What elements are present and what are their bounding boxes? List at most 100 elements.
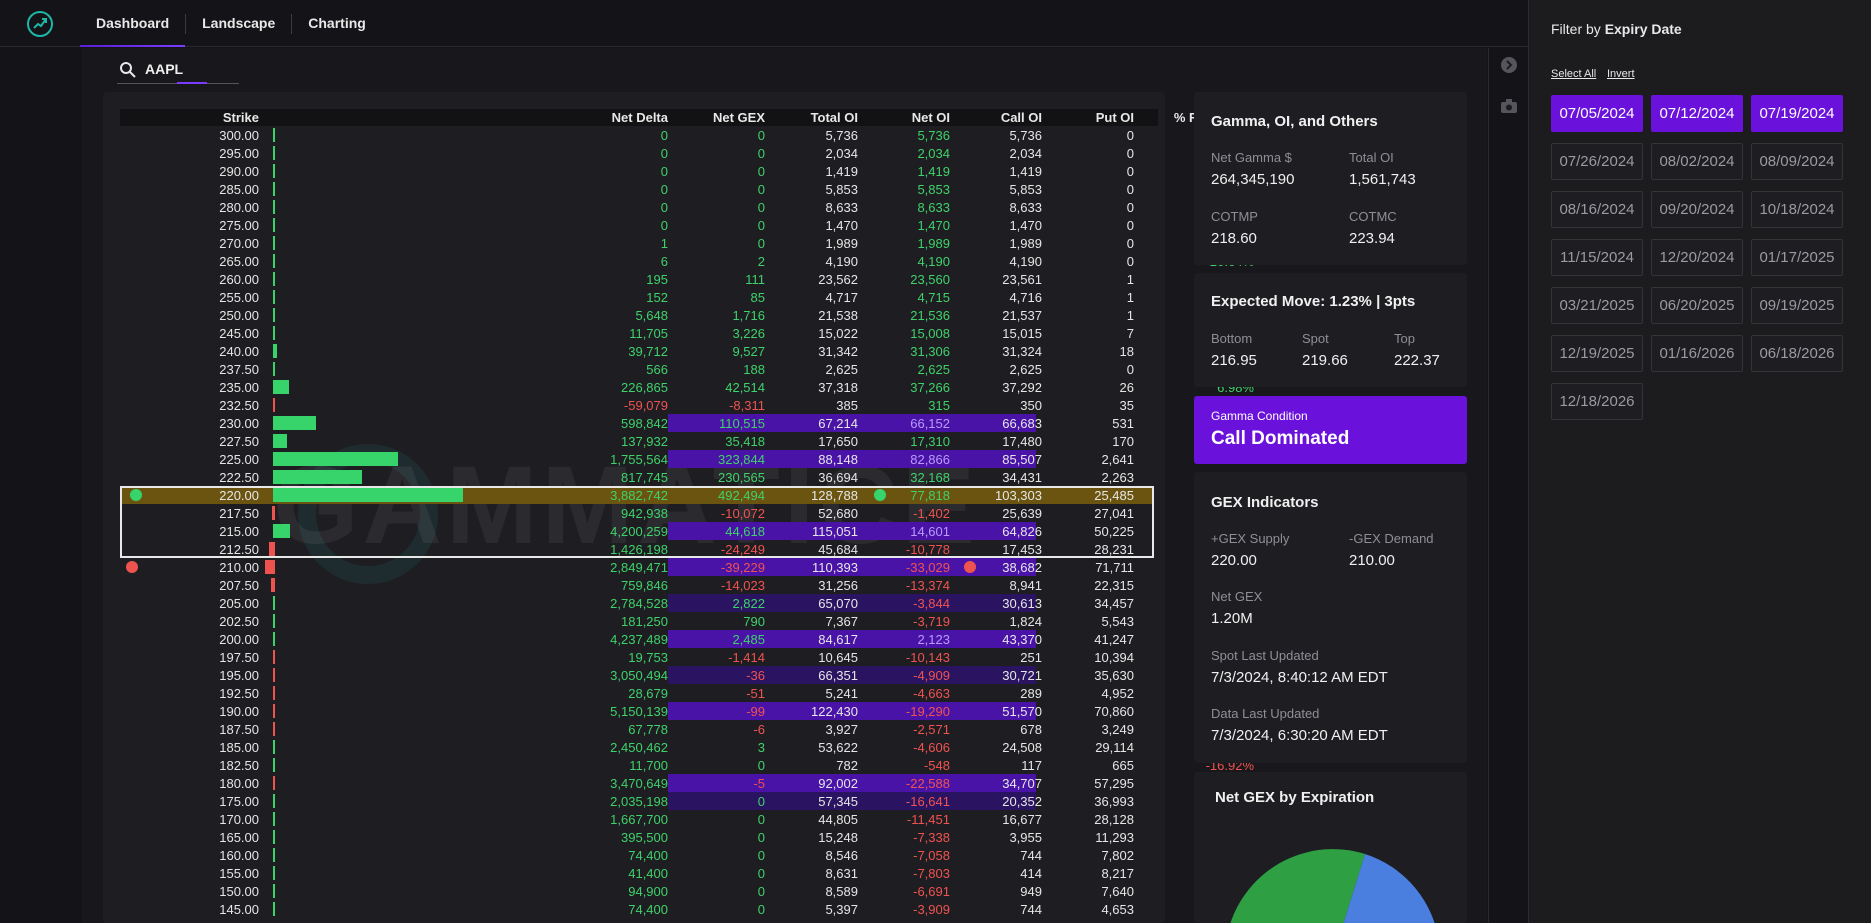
table-row[interactable]: 220.00 3,882,742 492,494 128,788 77,818 103,3… bbox=[120, 486, 1254, 504]
table-row[interactable]: 225.00 1,755,564 323,844 88,148 82,866 85,507… bbox=[120, 450, 1254, 468]
net-oi-cell: -11,451 bbox=[906, 812, 950, 827]
expiry-date-button[interactable]: 09/19/2025 bbox=[1751, 287, 1843, 324]
tab-dashboard[interactable]: Dashboard bbox=[80, 0, 186, 47]
expiry-date-button[interactable]: 08/02/2024 bbox=[1651, 143, 1743, 180]
net-delta-cell: 74,400 bbox=[628, 848, 668, 863]
expiry-date-button[interactable]: 10/18/2024 bbox=[1751, 191, 1843, 228]
invert-link[interactable]: Invert bbox=[1607, 68, 1635, 80]
select-all-link[interactable]: Select All bbox=[1551, 68, 1597, 80]
strike-cell: 232.50 bbox=[219, 398, 259, 413]
expiry-date-button[interactable]: 12/20/2024 bbox=[1651, 239, 1743, 276]
expiry-date-button[interactable]: 11/15/2024 bbox=[1551, 239, 1643, 276]
expiry-date-button[interactable]: 07/26/2024 bbox=[1551, 143, 1643, 180]
strike-cell: 202.50 bbox=[219, 614, 259, 629]
expiry-date-button[interactable]: 08/09/2024 bbox=[1751, 143, 1843, 180]
expiry-date-button[interactable]: 07/05/2024 bbox=[1551, 95, 1643, 132]
table-row[interactable]: 235.00 226,865 42,514 37,318 37,266 37,292 26 6… bbox=[120, 378, 1254, 396]
logo-icon[interactable] bbox=[27, 11, 53, 37]
strike-cell: 195.00 bbox=[219, 668, 259, 683]
table-row[interactable]: 207.50 759,846 -14,023 31,256 -13,374 8,941 22… bbox=[120, 576, 1254, 594]
expiry-date-button[interactable]: 07/12/2024 bbox=[1651, 95, 1743, 132]
net-gamma-label: Net Gamma $ bbox=[1211, 150, 1292, 165]
ticker-search-input[interactable] bbox=[145, 59, 235, 79]
net-gex-cell: 2,485 bbox=[732, 632, 765, 647]
col-header-strike[interactable]: Strike bbox=[222, 110, 259, 125]
net-oi-cell: -1,402 bbox=[913, 506, 950, 521]
table-row[interactable]: 180.00 3,470,649 -5 92,002 -22,588 34,707 57,2… bbox=[120, 774, 1254, 792]
table-row[interactable]: 240.0039,7129,52731,34231,30631,324189.2… bbox=[120, 342, 1254, 360]
table-row[interactable]: 250.005,6481,71621,53821,53621,537113.81… bbox=[120, 306, 1254, 324]
expiry-date-button[interactable]: 07/19/2024 bbox=[1751, 95, 1843, 132]
put-oi-cell: 57,295 bbox=[1094, 776, 1134, 791]
put-oi-cell: 70,860 bbox=[1094, 704, 1134, 719]
table-row[interactable]: 165.00395,500015,248-7,3383,95511,293-24… bbox=[120, 828, 1254, 846]
table-row[interactable]: 205.00 2,784,528 2,822 65,070 -3,844 30,613 34… bbox=[120, 594, 1254, 612]
table-row[interactable]: 192.5028,679-515,241-4,6632894,952-12.36… bbox=[120, 684, 1254, 702]
tab-charting[interactable]: Charting bbox=[308, 15, 366, 31]
col-header-net-delta[interactable]: Net Delta bbox=[611, 110, 668, 125]
table-row[interactable]: 227.50 137,932 35,418 17,650 17,310 17,480 170… bbox=[120, 432, 1254, 450]
expiry-date-button[interactable]: 08/16/2024 bbox=[1551, 191, 1643, 228]
table-row[interactable]: 175.00 2,035,198 0 57,345 -16,641 20,352 36,99… bbox=[120, 792, 1254, 810]
expiry-date-button[interactable]: 03/21/2025 bbox=[1551, 287, 1643, 324]
table-row[interactable]: 222.50 817,745 230,565 36,694 32,168 34,431 2,… bbox=[120, 468, 1254, 486]
col-header-net-gex[interactable]: Net GEX bbox=[712, 110, 765, 125]
table-row[interactable]: 185.00 2,450,462 3 53,622 -4,606 24,508 29,114… bbox=[120, 738, 1254, 756]
expected-move-title: Expected Move: 1.23% | 3pts bbox=[1211, 293, 1416, 310]
col-header-net-oi[interactable]: Net OI bbox=[911, 110, 950, 125]
table-row[interactable]: 215.00 4,200,259 44,618 115,051 14,601 64,826… bbox=[120, 522, 1254, 540]
total-oi-cell: 53,622 bbox=[818, 740, 858, 755]
expiry-date-button[interactable]: 09/20/2024 bbox=[1651, 191, 1743, 228]
table-row[interactable]: 182.50 11,700 0 782 -548 117 665 -16.92% bbox=[120, 756, 1254, 774]
expiry-date-button[interactable]: 06/20/2025 bbox=[1651, 287, 1743, 324]
table-row[interactable]: 195.00 3,050,494 -36 66,351 -4,909 30,721 35,6… bbox=[120, 666, 1254, 684]
table-row[interactable]: 170.00 1,667,700 0 44,805 -11,451 16,677 28,12… bbox=[120, 810, 1254, 828]
put-oi-cell: 5,543 bbox=[1101, 614, 1134, 629]
table-row[interactable]: 200.00 4,237,489 2,485 84,617 2,123 43,370 41,… bbox=[120, 630, 1254, 648]
table-row[interactable]: 232.50-59,079-8,311385315350355.85% bbox=[120, 396, 1254, 414]
pie-slice-green bbox=[1230, 849, 1365, 923]
table-row[interactable]: 245.0011,7053,22615,02215,00815,015711.5… bbox=[120, 324, 1254, 342]
table-row[interactable]: 210.00 2,849,471 -39,229 110,393 -33,029 38,6… bbox=[120, 558, 1254, 576]
net-delta-cell: 4,200,259 bbox=[610, 524, 668, 539]
camera-icon[interactable] bbox=[1500, 98, 1518, 116]
expiry-date-button[interactable]: 01/16/2026 bbox=[1651, 335, 1743, 372]
expiry-date-button[interactable]: 06/18/2026 bbox=[1751, 335, 1843, 372]
col-header-put-oi[interactable]: Put OI bbox=[1095, 110, 1134, 125]
net-gex-pie-chart[interactable] bbox=[1223, 847, 1443, 923]
tab-landscape[interactable]: Landscape bbox=[202, 15, 276, 31]
table-row[interactable]: 190.00 5,150,139 -99 122,430 -19,290 51,570 70… bbox=[120, 702, 1254, 720]
col-header-call-oi[interactable]: Call OI bbox=[1000, 110, 1042, 125]
net-gex-bar bbox=[273, 416, 316, 430]
expiry-date-button[interactable]: 12/19/2025 bbox=[1551, 335, 1643, 372]
put-oi-cell: 2,641 bbox=[1101, 452, 1134, 467]
col-header-total-oi[interactable]: Total OI bbox=[810, 110, 858, 125]
table-row[interactable]: 230.00 598,842 110,515 67,214 66,152 66,683 53… bbox=[120, 414, 1254, 432]
net-oi-cell: 23,560 bbox=[910, 272, 950, 287]
table-row[interactable]: 212.50 1,426,198 -24,249 45,684 -10,778 17,45… bbox=[120, 540, 1254, 558]
table-row[interactable]: 217.50 942,938 -10,072 52,680 -1,402 25,639 27… bbox=[120, 504, 1254, 522]
expiry-date-button[interactable]: 12/18/2026 bbox=[1551, 383, 1643, 420]
collapse-arrow-icon[interactable] bbox=[1500, 56, 1518, 74]
total-oi-cell: 15,022 bbox=[818, 326, 858, 341]
table-row[interactable]: 197.50 19,753 -1,414 10,645 -10,143 251 10,394… bbox=[120, 648, 1254, 666]
net-oi-cell: -7,058 bbox=[913, 848, 950, 863]
table-row[interactable]: 202.50181,2507907,367-3,7191,8245,543-7.… bbox=[120, 612, 1254, 630]
expiry-date-button[interactable]: 01/17/2025 bbox=[1751, 239, 1843, 276]
